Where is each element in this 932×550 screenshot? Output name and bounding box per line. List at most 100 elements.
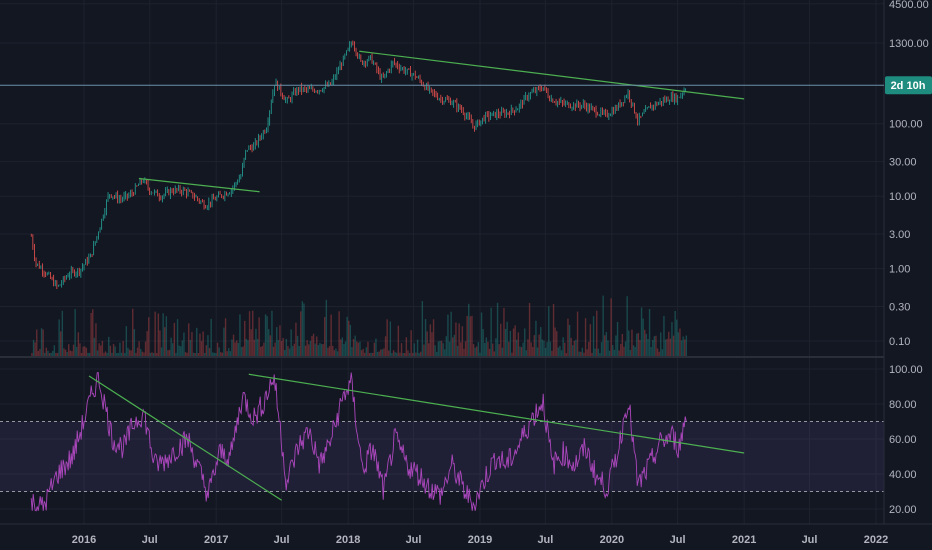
volume-bar [132,308,134,356]
volume-bar [285,338,288,356]
volume-bar [50,352,52,356]
volume-bar [37,351,40,356]
volume-bar [495,338,497,356]
volume-bar [594,348,596,356]
volume-bar [101,340,104,356]
volume-bar [616,322,619,356]
volume-bar [396,352,398,356]
volume-bar [335,348,337,356]
volume-bar [240,347,243,356]
volume-bar [133,329,136,356]
volume-bar [276,327,278,356]
volume-bar [429,324,432,356]
volume-bar [213,352,216,356]
volume-bar [426,331,428,356]
volume-bar [474,347,476,356]
price-axis-tick-label: 100.00 [889,119,923,131]
volume-bar [53,345,56,356]
volume-bar [248,311,251,356]
volume-bar [322,344,324,356]
volume-bar [223,327,225,356]
time-axis-tick-label: Jul [406,534,422,546]
volume-bar [327,347,329,356]
volume-bar [647,339,649,356]
volume-bar [282,338,284,356]
rsi-trendline [248,373,745,454]
volume-bar [421,300,424,356]
volume-bar [93,337,96,356]
volume-bar [224,318,227,356]
volume-bar [261,345,264,356]
volume-bar [666,338,668,356]
volume-bar [290,329,292,356]
volume-bar [445,336,448,356]
volume-bar [191,332,193,356]
volume-bar [365,347,368,356]
volume-bar [264,314,267,356]
volume-bar [468,303,470,356]
volume-bar [458,323,460,356]
volume-bar [301,301,304,356]
volume-bar [496,302,499,356]
volume-bar [239,314,241,356]
volume-bar [437,341,440,356]
volume-bar [36,329,38,356]
volume-bar [543,340,545,356]
volume-bar [573,340,576,356]
volume-bar [370,352,372,356]
volume-bar [152,352,155,356]
volume-bar [183,332,185,356]
volume-bar [525,350,528,356]
volume-bar [650,347,652,356]
volume-bar [389,321,392,356]
volume-bar [44,352,46,356]
volume-bar [551,350,553,356]
volume-bar [52,350,54,356]
volume-bar [583,352,585,356]
volume-bar [591,352,593,356]
volume-bar [199,333,201,356]
volume-bar [536,347,539,356]
volume-bar [644,329,646,356]
volume-bar [252,310,254,356]
volume-bar [146,331,148,356]
volume-bar [623,346,625,356]
volume-bar [388,350,390,356]
volume-bar [404,352,406,356]
volume-bar [135,352,137,356]
volume-bar [607,340,609,356]
volume-bar [136,347,139,356]
volume-bar [189,339,192,356]
volume-bar [196,327,198,356]
volume-bar [383,348,385,356]
volume-bar [596,310,598,356]
volume-bar [181,340,184,356]
volume-bar [140,348,142,356]
price-axis-tick-label: 30.00 [889,157,917,169]
volume-bar [168,349,171,356]
volume-bar [165,316,168,356]
volume-bar [151,352,153,356]
volume-bar [653,336,656,356]
volume-bar [546,341,548,356]
price-axis-tick-label: 0.30 [889,301,910,313]
volume-bar [95,323,97,356]
volume-bar [407,350,409,356]
volume-bar [460,342,462,356]
volume-bar [288,348,291,356]
volume-bar [255,328,257,356]
volume-bar [212,352,214,356]
volume-bar [509,330,512,356]
volume-bar [420,351,422,356]
volume-bar [348,320,350,356]
volume-bar [116,352,118,356]
volume-bar [671,322,673,356]
volume-bar [226,351,228,356]
price-axis-tick-label: 3.00 [889,229,910,241]
volume-bar [540,327,542,356]
volume-bar [175,352,177,356]
volume-bar [448,341,451,356]
volume-bar [317,344,320,356]
volume-bar [397,325,400,356]
volume-bar [114,346,116,356]
